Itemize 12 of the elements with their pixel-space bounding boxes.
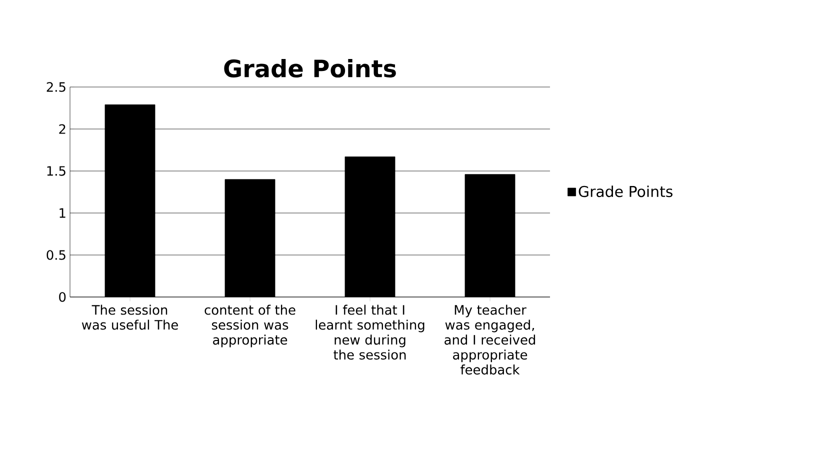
x-tick-label: My teacher was engaged, and I received appropriate feedback bbox=[444, 304, 536, 375]
x-tick-label: I feel that I learnt something new during the session bbox=[316, 304, 424, 360]
y-tick-label: 2 bbox=[59, 124, 66, 134]
legend-label: Grade Points bbox=[578, 186, 672, 198]
y-tick-label: 0 bbox=[59, 292, 66, 302]
x-tick-label: The session was useful The bbox=[82, 304, 178, 330]
y-tick-label: 1 bbox=[60, 208, 66, 218]
chart-title: Grade Points bbox=[224, 59, 396, 78]
y-tick-label: 0.5 bbox=[46, 250, 66, 260]
x-tick-label: content of the session was appropriate bbox=[204, 304, 296, 348]
y-tick-label: 2.5 bbox=[46, 82, 66, 92]
y-tick-label: 1.5 bbox=[47, 166, 66, 176]
